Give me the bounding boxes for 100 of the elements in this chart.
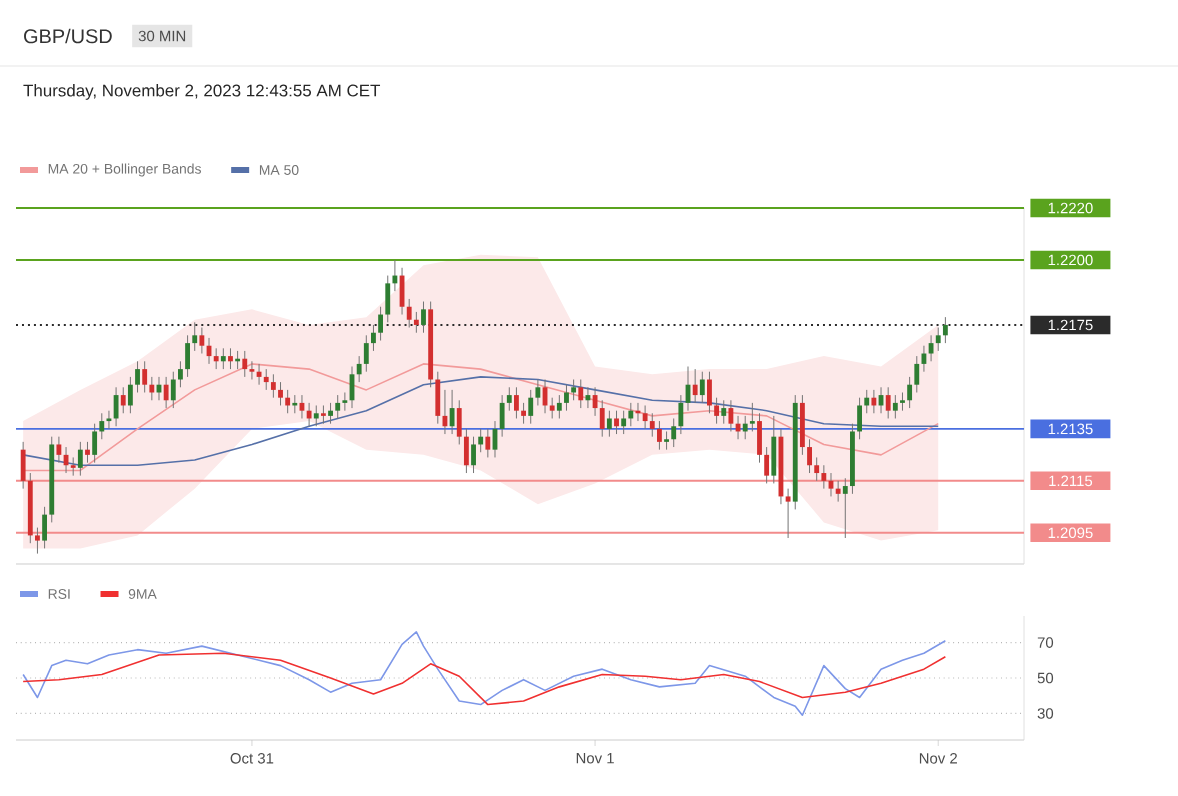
chart-subtitle: Thursday, November 2, 2023 12:43:55 AM CET xyxy=(23,84,381,100)
candlestick xyxy=(142,360,148,393)
candlestick xyxy=(363,334,369,373)
candlestick xyxy=(599,399,605,438)
candlestick xyxy=(285,389,291,414)
candlestick xyxy=(499,394,505,438)
candlestick xyxy=(35,527,40,555)
candlestick xyxy=(699,371,705,404)
candlestick xyxy=(335,394,341,419)
candlestick xyxy=(42,506,48,549)
candlestick xyxy=(213,347,219,370)
candlestick xyxy=(621,410,627,435)
line-series xyxy=(22,652,947,706)
candlestick xyxy=(406,298,412,329)
candlestick xyxy=(814,456,820,482)
candlestick xyxy=(471,436,476,474)
candlestick xyxy=(185,334,191,378)
candlestick xyxy=(413,311,419,334)
candlestick xyxy=(628,402,634,427)
candlestick xyxy=(328,402,333,425)
candlestick xyxy=(385,275,391,323)
candlestick xyxy=(392,259,398,292)
candlestick xyxy=(642,404,648,430)
candlestick xyxy=(728,399,734,432)
candlestick xyxy=(907,376,913,409)
candlestick xyxy=(764,446,770,484)
candlestick xyxy=(378,306,384,342)
candlestick xyxy=(435,371,441,425)
candlestick xyxy=(356,355,362,383)
candlestick xyxy=(807,438,812,474)
candlestick xyxy=(571,379,577,401)
candlestick xyxy=(485,428,491,458)
candlestick xyxy=(649,412,655,438)
candlestick xyxy=(478,428,484,453)
candlestick xyxy=(242,350,248,378)
candlestick xyxy=(113,386,119,427)
candlestick xyxy=(885,386,891,419)
candlestick xyxy=(506,386,512,412)
candlestick xyxy=(85,441,90,464)
candlestick xyxy=(135,360,140,393)
candlestick xyxy=(371,324,376,352)
candlestick xyxy=(914,355,920,393)
candlestick xyxy=(127,376,133,414)
candlestick xyxy=(320,404,326,425)
candlestick xyxy=(942,316,948,344)
candlestick xyxy=(692,368,698,404)
candlestick xyxy=(521,402,527,425)
candlestick xyxy=(742,415,748,440)
line-series xyxy=(22,631,947,716)
candlestick xyxy=(220,347,226,370)
candlestick xyxy=(785,488,791,539)
candlestick xyxy=(228,347,233,370)
candlestick xyxy=(20,441,26,490)
candlestick xyxy=(935,327,941,352)
candlestick xyxy=(864,389,870,414)
candlestick xyxy=(306,402,312,427)
candlestick xyxy=(249,360,255,380)
candlestick xyxy=(99,412,105,440)
candlestick xyxy=(449,389,455,435)
candlestick xyxy=(514,386,519,419)
candlestick xyxy=(178,360,183,388)
candlestick xyxy=(821,464,827,490)
candlestick xyxy=(170,371,176,409)
candlestick xyxy=(564,384,569,412)
candlestick xyxy=(149,376,155,401)
candlestick xyxy=(263,368,269,391)
candlestick xyxy=(70,456,76,477)
candlestick xyxy=(614,410,619,435)
candlestick xyxy=(892,394,898,419)
candlestick xyxy=(77,441,83,477)
candlestick xyxy=(799,394,805,456)
candlestick xyxy=(842,477,848,539)
candlestick xyxy=(900,391,905,412)
candlestick xyxy=(585,386,591,409)
candlestick xyxy=(535,379,541,406)
candlestick xyxy=(871,389,877,414)
candlestick xyxy=(342,391,348,412)
candlestick xyxy=(707,371,712,414)
candlestick xyxy=(278,381,283,406)
candlestick xyxy=(256,363,262,386)
candlestick xyxy=(606,410,612,438)
candlestick xyxy=(270,373,276,399)
candlestick xyxy=(592,386,598,417)
candlestick xyxy=(928,334,934,362)
candlestick xyxy=(549,397,555,419)
candlestick xyxy=(757,412,762,464)
candlestick xyxy=(120,386,126,414)
candlestick xyxy=(749,402,755,432)
candlestick xyxy=(199,327,205,355)
candlestick xyxy=(163,376,169,409)
candlestick xyxy=(664,430,669,451)
candlestick xyxy=(106,410,112,430)
chart-title: GBP/USD xyxy=(24,28,112,44)
candlestick xyxy=(678,394,684,435)
candlestick xyxy=(313,404,319,427)
candlestick xyxy=(771,415,777,484)
candlestick xyxy=(671,417,677,448)
candlestick xyxy=(456,399,462,445)
candlestick xyxy=(835,480,841,503)
candlestick xyxy=(463,428,469,474)
